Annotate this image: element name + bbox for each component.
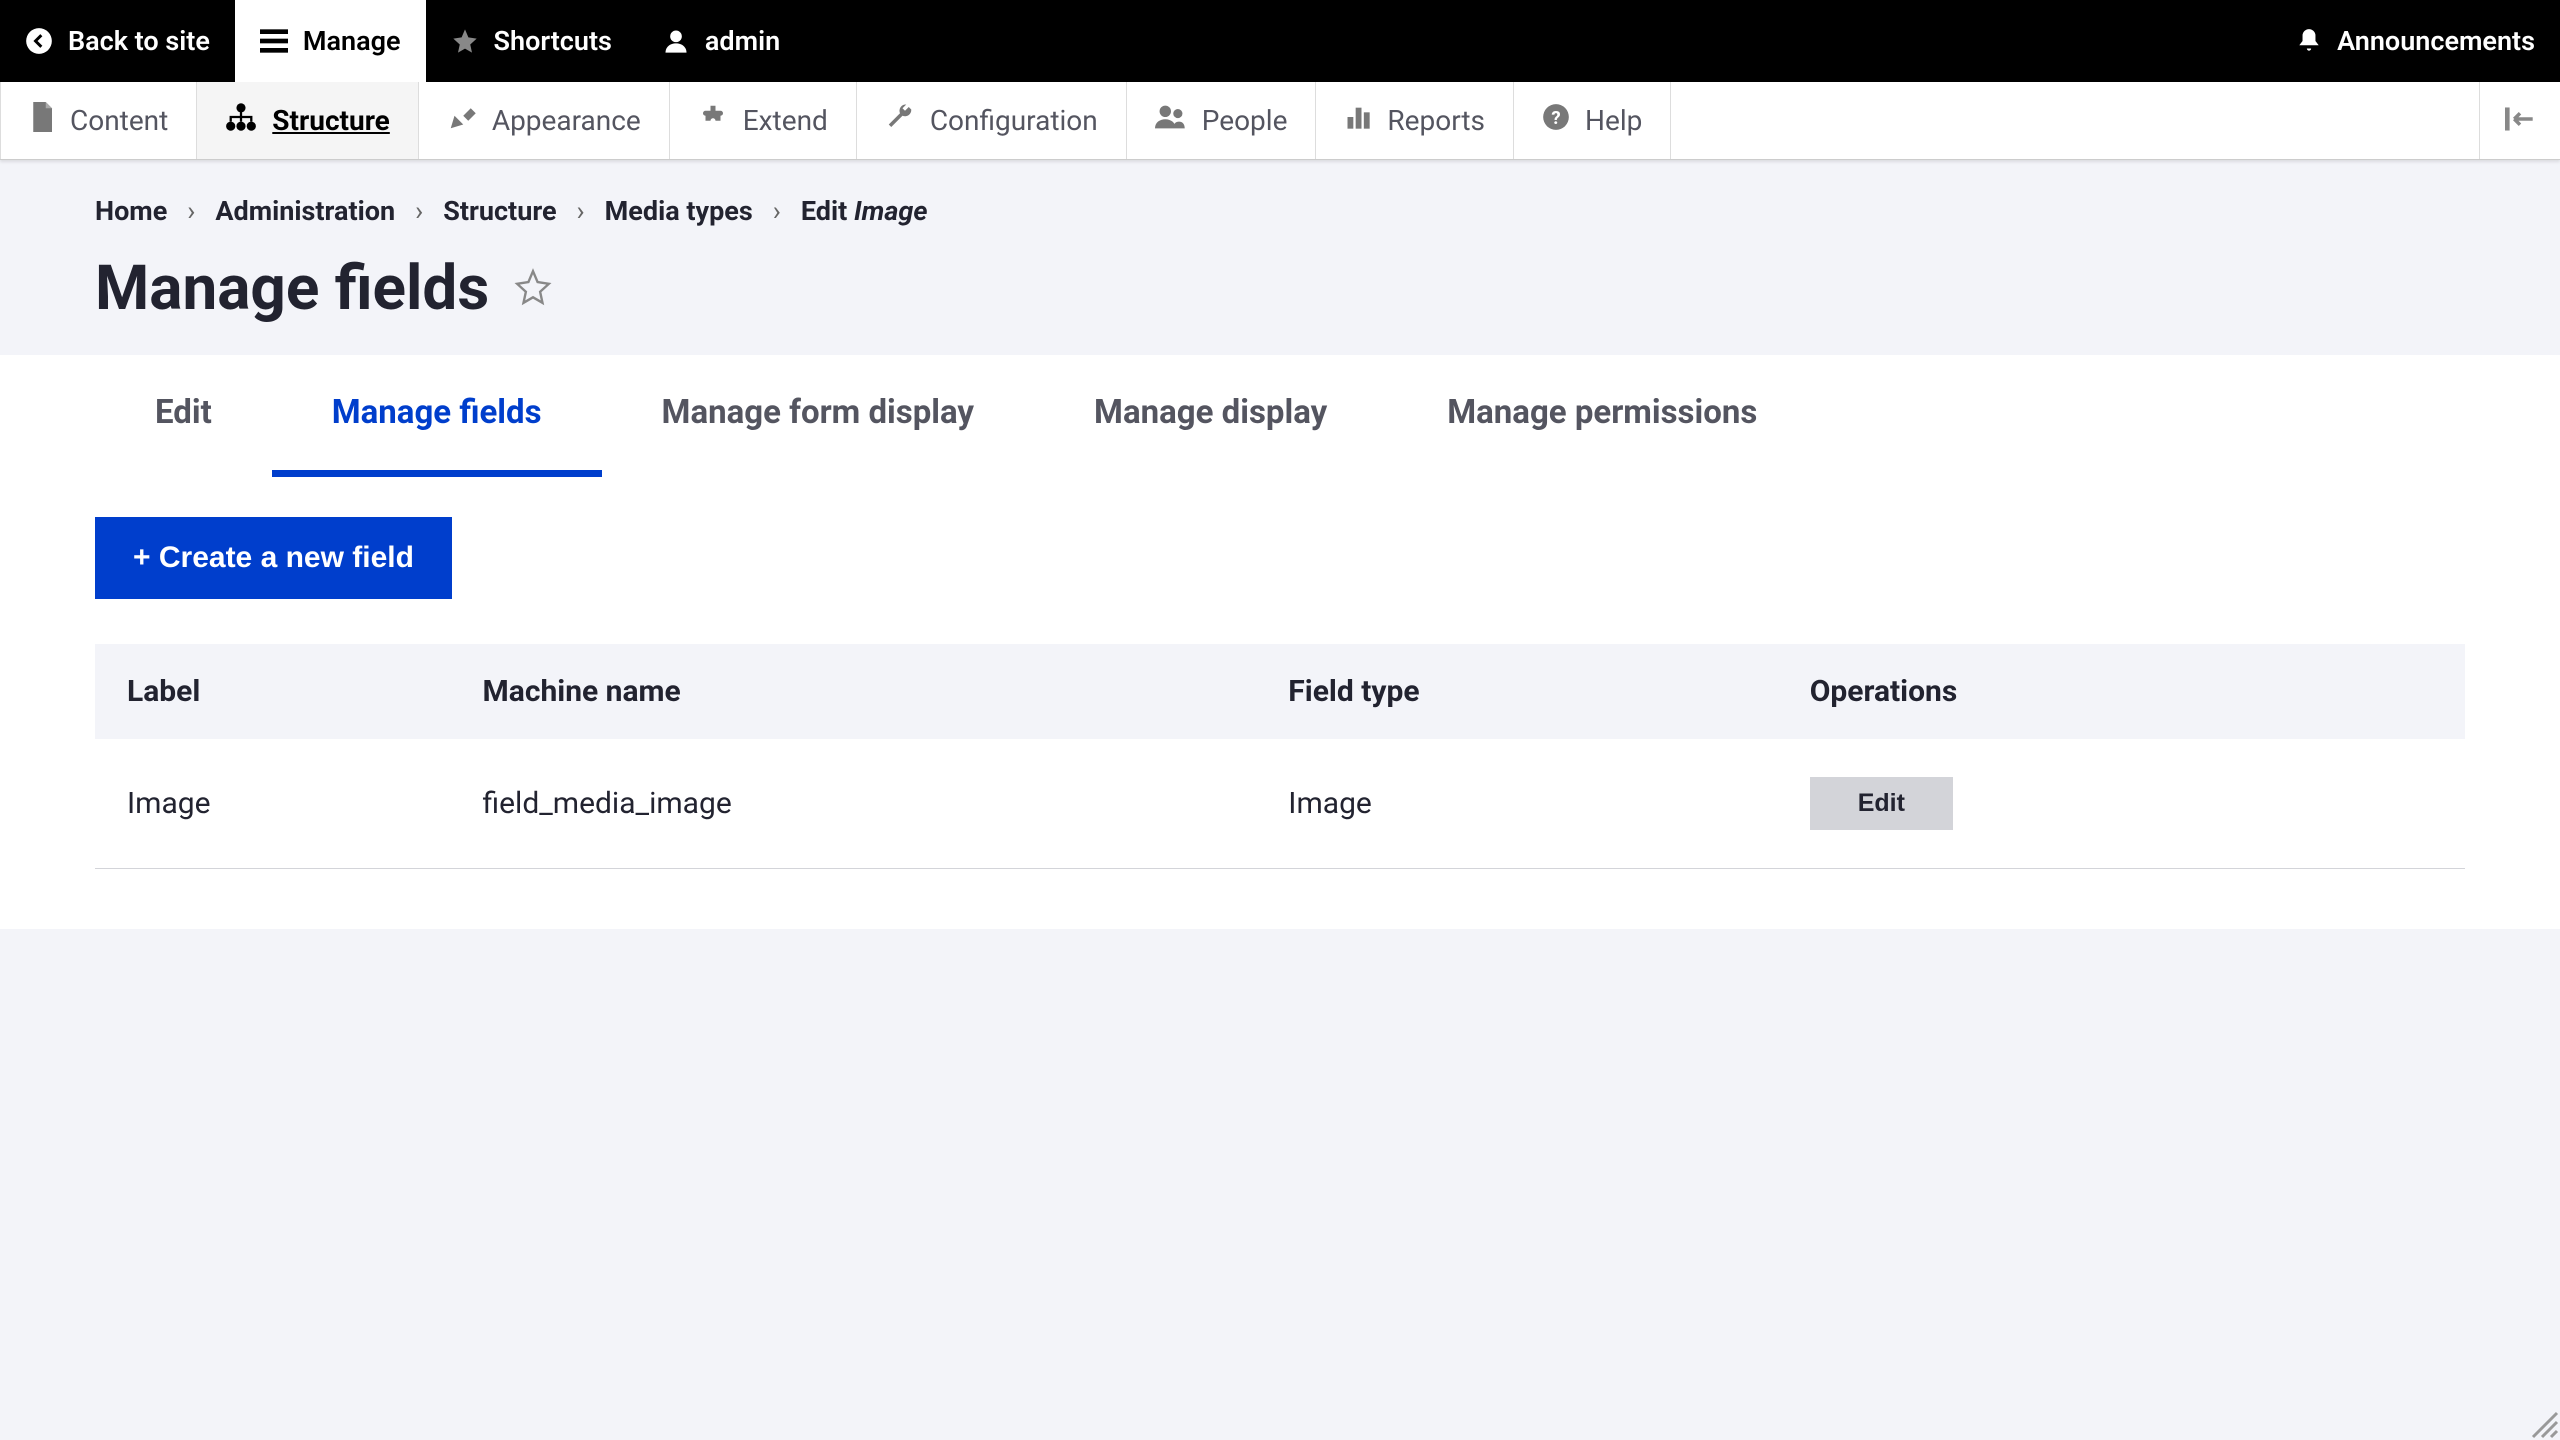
breadcrumb-media-types[interactable]: Media types (605, 195, 753, 227)
resize-handle-icon (2530, 1410, 2560, 1440)
toolbar-top-left: Back to site Manage Shortcuts admin (0, 0, 805, 82)
admin-menu: Content Structure Appearance Extend Conf… (0, 82, 2560, 160)
back-to-site-label: Back to site (68, 25, 210, 57)
cell-field-type: Image (1256, 739, 1777, 869)
menu-help-label: Help (1585, 104, 1642, 137)
announcements-link[interactable]: Announcements (2271, 0, 2560, 82)
tab-manage-fields[interactable]: Manage fields (272, 355, 602, 477)
content-icon (29, 102, 55, 139)
content: + Create a new field Label Machine name … (0, 477, 2560, 929)
appearance-icon (447, 102, 477, 139)
tab-manage-permissions[interactable]: Manage permissions (1387, 355, 1817, 477)
admin-menu-left: Content Structure Appearance Extend Conf… (0, 82, 1671, 159)
tab-edit[interactable]: Edit (95, 355, 272, 477)
page-title-wrap: Manage fields (0, 242, 2560, 355)
create-field-button[interactable]: + Create a new field (95, 517, 452, 599)
cell-operations: Edit (1778, 739, 2465, 869)
menu-extend[interactable]: Extend (670, 82, 857, 159)
cell-machine-name: field_media_image (451, 739, 1257, 869)
menu-help[interactable]: ? Help (1514, 82, 1671, 159)
th-field-type: Field type (1256, 644, 1777, 739)
extend-icon (698, 102, 728, 139)
th-machine-name: Machine name (451, 644, 1257, 739)
announcements-label: Announcements (2337, 25, 2535, 57)
menu-people-label: People (1202, 104, 1288, 137)
tabs: Edit Manage fields Manage form display M… (0, 355, 2560, 477)
th-label: Label (95, 644, 451, 739)
star-icon (451, 27, 479, 55)
shortcuts-label: Shortcuts (494, 25, 612, 57)
breadcrumb: Home › Administration › Structure › Medi… (0, 160, 2560, 242)
breadcrumb-sep: › (773, 195, 781, 227)
back-icon (25, 27, 53, 55)
menu-configuration-label: Configuration (930, 104, 1098, 137)
menu-extend-label: Extend (743, 104, 828, 137)
people-icon (1155, 103, 1187, 138)
fields-table: Label Machine name Field type Operations… (95, 644, 2465, 869)
menu-appearance-label: Appearance (492, 104, 641, 137)
structure-icon (225, 103, 257, 138)
toolbar-top: Back to site Manage Shortcuts admin An (0, 0, 2560, 82)
edit-button[interactable]: Edit (1810, 777, 1953, 830)
back-to-site-link[interactable]: Back to site (0, 0, 235, 82)
bell-icon (2296, 27, 2322, 55)
menu-reports[interactable]: Reports (1316, 82, 1514, 159)
hamburger-icon (260, 29, 288, 53)
breadcrumb-sep: › (187, 195, 195, 227)
table-header-row: Label Machine name Field type Operations (95, 644, 2465, 739)
tabs-container: Edit Manage fields Manage form display M… (0, 355, 2560, 477)
menu-structure[interactable]: Structure (197, 82, 419, 159)
shortcuts-link[interactable]: Shortcuts (426, 0, 637, 82)
wrench-icon (885, 102, 915, 139)
menu-configuration[interactable]: Configuration (857, 82, 1127, 159)
breadcrumb-sep: › (577, 195, 585, 227)
collapse-icon (2505, 107, 2535, 135)
menu-structure-label: Structure (272, 104, 390, 137)
admin-user-link[interactable]: admin (637, 0, 805, 82)
menu-content-label: Content (70, 104, 168, 137)
tab-manage-display[interactable]: Manage display (1034, 355, 1387, 477)
menu-reports-label: Reports (1387, 104, 1485, 137)
breadcrumb-structure[interactable]: Structure (443, 195, 556, 227)
svg-text:?: ? (1551, 107, 1560, 129)
menu-people[interactable]: People (1127, 82, 1317, 159)
th-operations: Operations (1778, 644, 2465, 739)
admin-user-label: admin (705, 25, 780, 57)
orientation-toggle[interactable] (2479, 82, 2560, 159)
manage-label: Manage (303, 25, 401, 57)
menu-appearance[interactable]: Appearance (419, 82, 670, 159)
help-icon: ? (1542, 103, 1570, 138)
manage-toggle[interactable]: Manage (235, 0, 426, 82)
shortcut-star-icon[interactable] (514, 268, 552, 310)
reports-icon (1344, 103, 1372, 138)
menu-content[interactable]: Content (0, 82, 197, 159)
breadcrumb-sep: › (415, 195, 423, 227)
tab-manage-form-display[interactable]: Manage form display (602, 355, 1035, 477)
breadcrumb-administration[interactable]: Administration (215, 195, 395, 227)
page-title: Manage fields (95, 252, 489, 325)
breadcrumb-home[interactable]: Home (95, 195, 167, 227)
toolbar-top-right: Announcements (2271, 0, 2560, 82)
table-row: Image field_media_image Image Edit (95, 739, 2465, 869)
cell-label: Image (95, 739, 451, 869)
breadcrumb-current: Edit Image (801, 195, 928, 227)
user-icon (662, 27, 690, 55)
